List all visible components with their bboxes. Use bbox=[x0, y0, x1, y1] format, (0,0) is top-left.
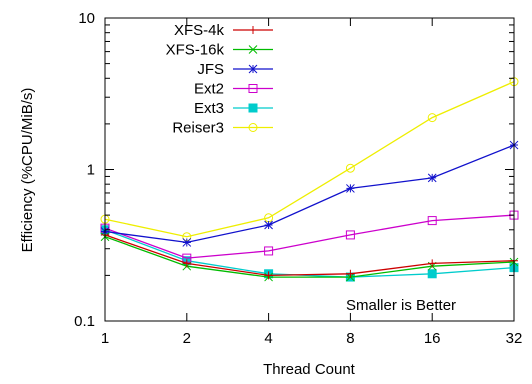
data-point bbox=[182, 238, 192, 247]
x-tick-label: 8 bbox=[346, 330, 354, 347]
x-tick-label: 4 bbox=[264, 330, 272, 347]
legend-label: JFS bbox=[197, 61, 224, 78]
data-point bbox=[346, 269, 355, 278]
series-line bbox=[104, 236, 515, 278]
series-line bbox=[104, 144, 515, 244]
data-point bbox=[182, 259, 191, 268]
data-point bbox=[427, 113, 437, 123]
data-point bbox=[264, 246, 274, 256]
series-line bbox=[104, 214, 515, 259]
data-point bbox=[249, 26, 257, 34]
data-point bbox=[248, 103, 258, 113]
data-point bbox=[427, 269, 437, 279]
legend-label: XFS-16k bbox=[166, 42, 225, 59]
y-axis-label: Efficiency (%CPU/MiB/s) bbox=[19, 88, 36, 253]
data-point bbox=[345, 163, 355, 173]
data-point bbox=[427, 216, 437, 226]
data-point bbox=[345, 230, 355, 240]
x-tick-label: 1 bbox=[101, 330, 109, 347]
legend-label: Ext2 bbox=[194, 81, 224, 98]
data-point bbox=[264, 220, 273, 230]
series-reiser3 bbox=[100, 77, 519, 242]
x-tick-label: 2 bbox=[183, 330, 191, 347]
y-tick-label: 10 bbox=[78, 10, 95, 27]
data-point bbox=[248, 123, 258, 132]
y-tick-label: 1 bbox=[87, 162, 95, 179]
x-tick-label: 32 bbox=[506, 330, 523, 347]
legend-label: Reiser3 bbox=[172, 120, 224, 137]
x-axis-label: Thread Count bbox=[263, 361, 356, 378]
series-line bbox=[104, 234, 515, 277]
data-point bbox=[248, 64, 258, 74]
series-line bbox=[104, 81, 515, 238]
x-tick-label: 16 bbox=[424, 330, 441, 347]
legend-label: Ext3 bbox=[194, 100, 224, 117]
series-line bbox=[104, 229, 515, 278]
data-point bbox=[248, 45, 258, 54]
data-point bbox=[346, 184, 355, 193]
data-point bbox=[264, 271, 273, 280]
legend-label: XFS-4k bbox=[174, 22, 225, 39]
series-ext3 bbox=[100, 225, 519, 282]
data-point bbox=[428, 259, 437, 268]
data-point bbox=[248, 84, 258, 93]
legend: XFS-4k XFS-16k JFS Ext2 Ext3 Reiser3 bbox=[166, 22, 273, 137]
annotation: Smaller is Better bbox=[346, 297, 456, 314]
y-tick-label: 0.1 bbox=[74, 313, 95, 330]
series-xfs-16k bbox=[100, 232, 519, 282]
series-xfs-4k bbox=[101, 230, 518, 280]
series-ext2 bbox=[100, 210, 519, 263]
data-point bbox=[427, 173, 437, 183]
